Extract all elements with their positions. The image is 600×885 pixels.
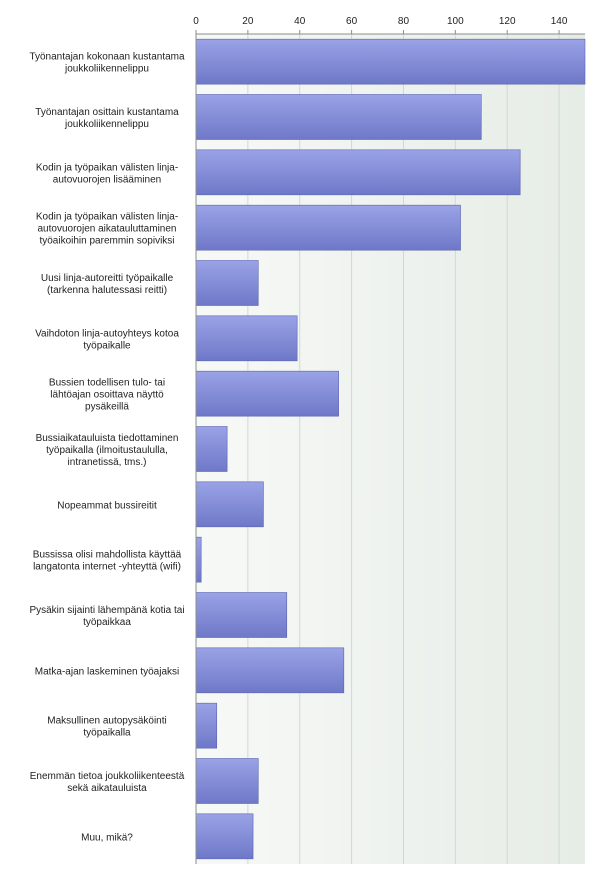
bar [195,260,259,306]
x-axis-ticks: 0 20 40 60 80 100 120 140 [193,16,568,34]
bar [195,647,345,694]
category-label: Vaihdoton linja-autoyhteys kotoa työpaika… [35,328,179,351]
bar [195,204,461,251]
category-label: Kodin ja työpaikan välisten linja-autovu… [36,212,178,247]
category-label: Työnantajan kokonaan kustantama joukkolii… [29,52,185,75]
bar [195,94,482,140]
x-tick-label: 0 [193,16,199,27]
x-tick-label: 140 [551,16,568,27]
x-tick-label: 80 [398,16,410,27]
bar [195,592,288,638]
bars [195,38,586,860]
category-label: Kodin ja työpaikan välisten linja-autovu… [36,162,178,185]
bar [195,758,259,804]
category-label: Bussiaikatauluista tiedottaminen työpaika… [36,433,179,468]
bar [195,426,228,472]
x-tick-label: 120 [499,16,516,27]
category-labels: Työnantajan kokonaan kustantama joukkolii… [29,52,185,844]
bar [195,315,298,362]
x-tick-label: 100 [447,16,464,27]
category-label: Pysäkin sijainti lähempänä kotia tai työp… [29,605,184,628]
bar [195,149,521,196]
x-tick-label: 60 [346,16,358,27]
category-label: Bussien todellisen tulo- tai lähtöajan os… [49,378,165,413]
bar [195,536,202,583]
category-label: Uusi linja-autoreitti työpaikalle (tarken… [41,273,174,296]
category-label: Maksullinen autopysäköinti työpaikalla [47,716,167,739]
category-label: Enemmän tietoa joukkoliikenteestä sekä ai… [30,771,185,794]
category-label: Muu, mikä? [81,832,133,843]
bar [195,813,254,860]
bar [195,702,218,749]
x-tick-label: 40 [294,16,306,27]
x-tick-label: 20 [242,16,254,27]
bar [195,38,586,85]
category-label: Matka-ajan laskeminen työajaksi [35,666,180,677]
category-label: Nopeammat bussireitit [57,500,157,511]
category-label: Työnantajan osittain kustantama joukkolii… [35,107,179,130]
category-label: Bussissa olisi mahdollista käyttää langat… [33,550,182,573]
bar [195,481,264,528]
bar [195,370,339,417]
